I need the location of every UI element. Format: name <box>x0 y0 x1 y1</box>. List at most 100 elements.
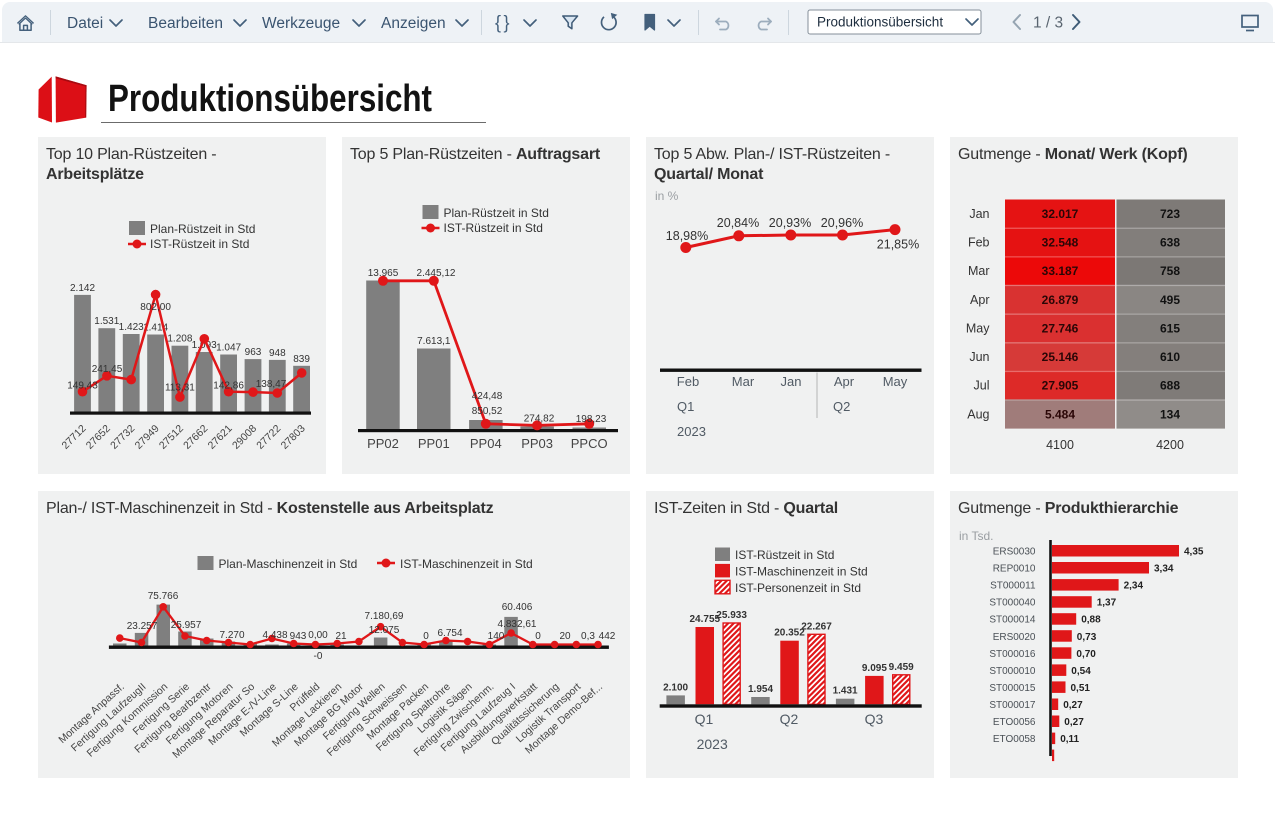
svg-text:Mar: Mar <box>968 264 990 278</box>
svg-text:Anzeigen: Anzeigen <box>381 15 446 32</box>
svg-text:May: May <box>966 321 990 335</box>
svg-text:60.406: 60.406 <box>502 602 533 613</box>
svg-text:PP03: PP03 <box>521 436 553 451</box>
svg-text:850,52: 850,52 <box>472 406 503 417</box>
svg-text:138,47: 138,47 <box>256 379 287 390</box>
svg-text:ERS0020: ERS0020 <box>993 632 1036 643</box>
svg-text:27512: 27512 <box>157 423 186 452</box>
svg-text:424,48: 424,48 <box>472 391 503 402</box>
svg-text:Datei: Datei <box>67 15 103 32</box>
svg-text:1.047: 1.047 <box>216 343 241 354</box>
svg-text:1 / 3: 1 / 3 <box>1033 15 1063 32</box>
svg-text:Q2: Q2 <box>833 399 850 414</box>
svg-text:REP0010: REP0010 <box>993 564 1036 575</box>
svg-text:ST000017: ST000017 <box>989 700 1036 711</box>
svg-text:Plan-Rüstzeit in Std: Plan-Rüstzeit in Std <box>150 222 255 236</box>
svg-text:27732: 27732 <box>108 423 137 452</box>
svg-text:140: 140 <box>488 631 505 642</box>
svg-text:2023: 2023 <box>697 736 728 752</box>
svg-text:Q1: Q1 <box>677 399 694 414</box>
svg-text:IST-Rüstzeit in Std: IST-Rüstzeit in Std <box>150 237 249 251</box>
svg-text:ERS0030: ERS0030 <box>993 547 1036 558</box>
svg-text:25.146: 25.146 <box>1042 350 1079 364</box>
svg-text:21,85%: 21,85% <box>877 238 919 252</box>
svg-text:Apr: Apr <box>970 293 989 307</box>
svg-text:ST000014: ST000014 <box>989 615 1036 626</box>
svg-text:2.142: 2.142 <box>70 283 95 294</box>
svg-text:20.352: 20.352 <box>774 628 805 639</box>
svg-text:ST000016: ST000016 <box>989 649 1036 660</box>
svg-text:Apr: Apr <box>834 374 855 389</box>
svg-text:ST000015: ST000015 <box>989 683 1036 694</box>
svg-text:Produktionsübersicht: Produktionsübersicht <box>817 15 943 30</box>
svg-text:IST-Rüstzeit in Std: IST-Rüstzeit in Std <box>735 548 834 562</box>
svg-text:Bearbeiten: Bearbeiten <box>148 15 223 32</box>
svg-text:Feb: Feb <box>677 374 699 389</box>
svg-text:-0: -0 <box>314 651 323 662</box>
svg-text:22.267: 22.267 <box>801 621 832 632</box>
svg-text:610: 610 <box>1160 350 1180 364</box>
svg-text:0,11: 0,11 <box>1060 734 1079 745</box>
svg-text:20,96%: 20,96% <box>821 216 863 230</box>
svg-text:Q1: Q1 <box>695 711 714 727</box>
svg-text:PP02: PP02 <box>367 436 399 451</box>
svg-text:18,98%: 18,98% <box>666 229 708 243</box>
svg-text:29008: 29008 <box>230 423 259 452</box>
svg-text:75.766: 75.766 <box>148 591 179 602</box>
svg-text:20,93%: 20,93% <box>769 216 811 230</box>
svg-text:27722: 27722 <box>254 423 283 452</box>
svg-text:21: 21 <box>335 631 347 642</box>
svg-text:0,73: 0,73 <box>1077 632 1097 643</box>
svg-text:Q2: Q2 <box>780 711 799 727</box>
svg-text:IST-Rüstzeit in Std: IST-Rüstzeit in Std <box>444 221 543 235</box>
svg-text:758: 758 <box>1160 264 1180 278</box>
svg-text:2023: 2023 <box>677 424 706 439</box>
svg-text:Feb: Feb <box>968 236 990 250</box>
svg-text:9.459: 9.459 <box>889 662 914 673</box>
svg-text:0,27: 0,27 <box>1064 717 1084 728</box>
svg-text:198,23: 198,23 <box>576 414 607 425</box>
svg-text:Q3: Q3 <box>865 711 884 727</box>
svg-text:27803: 27803 <box>279 423 308 452</box>
svg-text:13.965: 13.965 <box>368 268 399 279</box>
svg-text:{}: {} <box>495 13 512 33</box>
svg-text:1.954: 1.954 <box>748 684 773 695</box>
svg-text:0,27: 0,27 <box>1063 700 1083 711</box>
svg-text:638: 638 <box>1160 236 1180 250</box>
svg-text:4200: 4200 <box>1156 438 1184 452</box>
svg-text:2.445,12: 2.445,12 <box>417 268 456 279</box>
svg-text:Plan-Maschinenzeit in Std: Plan-Maschinenzeit in Std <box>219 557 358 571</box>
svg-text:Aug: Aug <box>967 407 989 421</box>
svg-text:Werkzeuge: Werkzeuge <box>262 15 340 32</box>
svg-text:1.431: 1.431 <box>833 686 858 697</box>
svg-text:27621: 27621 <box>206 423 235 452</box>
svg-text:32.017: 32.017 <box>1042 207 1079 221</box>
svg-text:802,00: 802,00 <box>140 302 171 313</box>
svg-text:9.095: 9.095 <box>862 663 887 674</box>
svg-text:ST000010: ST000010 <box>989 666 1036 677</box>
svg-text:615: 615 <box>1160 321 1180 335</box>
svg-text:1.531: 1.531 <box>94 316 119 327</box>
svg-text:0,00: 0,00 <box>308 630 328 641</box>
svg-text:Jan: Jan <box>781 374 802 389</box>
svg-text:ST000011: ST000011 <box>990 581 1036 592</box>
svg-text:134: 134 <box>1160 407 1180 421</box>
svg-text:4100: 4100 <box>1046 438 1074 452</box>
svg-text:IST-Maschinenzeit in Std: IST-Maschinenzeit in Std <box>735 564 868 578</box>
svg-text:4.438: 4.438 <box>262 630 287 641</box>
svg-text:27652: 27652 <box>84 423 113 452</box>
svg-text:PP04: PP04 <box>470 436 502 451</box>
svg-text:5.484: 5.484 <box>1045 407 1075 421</box>
svg-text:0,3: 0,3 <box>581 631 595 642</box>
svg-text:27949: 27949 <box>133 423 162 452</box>
svg-text:Jul: Jul <box>974 379 990 393</box>
svg-text:27.746: 27.746 <box>1042 321 1079 335</box>
svg-text:1.093: 1.093 <box>192 340 217 351</box>
svg-text:ETO0056: ETO0056 <box>993 717 1036 728</box>
svg-text:ST000040: ST000040 <box>989 598 1036 609</box>
svg-text:688: 688 <box>1160 379 1180 393</box>
svg-text:20,84%: 20,84% <box>717 216 759 230</box>
svg-text:0,70: 0,70 <box>1076 649 1096 660</box>
svg-text:4.832,61: 4.832,61 <box>498 619 537 630</box>
svg-text:7.180,69: 7.180,69 <box>365 611 404 622</box>
